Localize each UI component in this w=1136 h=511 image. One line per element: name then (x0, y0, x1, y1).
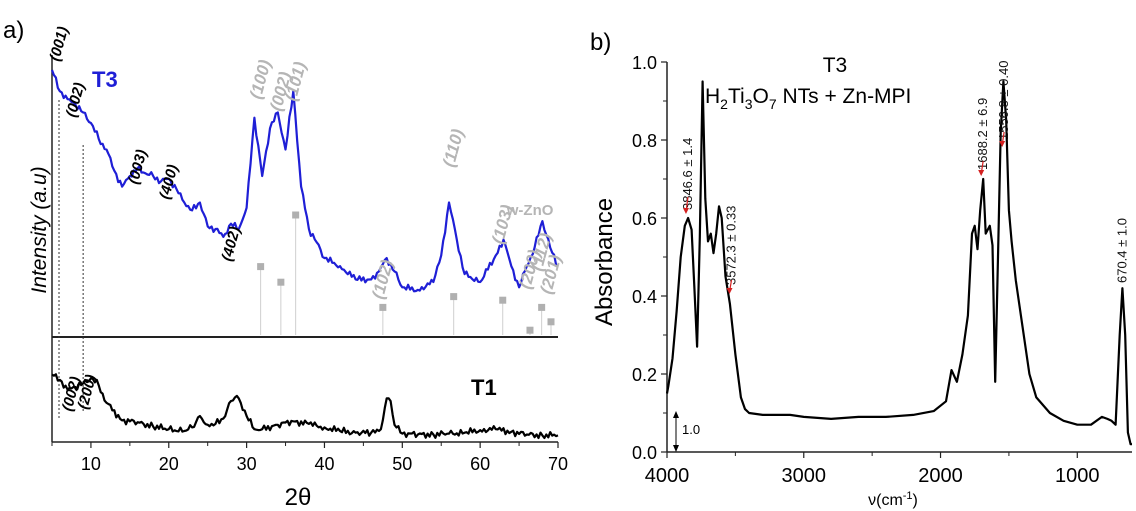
panel-a-x-tick-label: 30 (237, 454, 257, 474)
peak-arrow-head (682, 208, 689, 214)
panel-b-ticks: 0.0 0.2 0.4 0.6 0.8 1.0 4000 3000 2000 1000 (632, 53, 1100, 487)
t1-xrd-curve (51, 373, 559, 440)
zno-reference-marker (277, 278, 285, 286)
panel-b-subtitle: H2Ti3O7 NTs + Zn-MPI (705, 85, 911, 112)
panel-a-annotation: (400) (156, 163, 181, 201)
subtitle-rest: NTs + Zn-MPI (777, 85, 912, 108)
panel-b-y-tick-label: 0.2 (632, 365, 657, 385)
panel-a-annotation: (003) (125, 148, 150, 186)
panel-b-title: T3 (823, 54, 848, 77)
zno-reference-marker (257, 263, 265, 271)
panel-a-label: a) (3, 17, 24, 44)
panel-a-annotation: w-ZnO (506, 202, 554, 219)
panel-a-x-tick-label: 10 (81, 454, 101, 474)
subtitle-sub-7: 7 (769, 96, 777, 112)
x-label-close: ) (913, 492, 918, 509)
panel-b-y-tick-label: 0.8 (632, 131, 657, 151)
scale-bar: 1.0 (673, 411, 700, 452)
panel-a-x-ticks: 10 20 30 40 50 60 70 (51, 442, 568, 474)
scale-bar-arrow-up (673, 411, 679, 418)
panel-b-x-label: ν(cm-1) (868, 490, 918, 509)
scale-bar-arrow-down (673, 445, 679, 452)
panel-a-annotation: (110) (439, 127, 467, 169)
subtitle-ti: Ti (728, 85, 745, 108)
panel-b-x-tick-label: 3000 (782, 465, 827, 487)
panel-a-y-label: Intensity (a.u) (28, 166, 51, 293)
subtitle-sub-2: 2 (720, 96, 728, 112)
zno-reference-marker (450, 293, 458, 301)
peak-annotation: 3572.3 ± 0.33 (723, 206, 738, 285)
panel-a-series (50, 69, 559, 440)
peak-arrow-head (999, 141, 1006, 147)
panel-b-x-tick-label: 2000 (918, 465, 963, 487)
panel-b-y-tick-label: 0.6 (632, 209, 657, 229)
panel-a-annotations: (001)(002)(003) (400)(402)(002)(200)(100)… (46, 25, 565, 413)
panel-b-x-tick-label: 1000 (1055, 465, 1100, 487)
panel-a-reference-lines (58, 100, 84, 420)
panel-b-annotations: 3846.6 ± 1.4 3572.3 ± 0.33 1688.2 ± 6.9 155… (680, 61, 1129, 294)
t3-series-label: T3 (92, 67, 118, 92)
zno-reference-marker (379, 303, 387, 311)
panel-a-x-tick-label: 40 (314, 454, 334, 474)
panel-a-x-tick-label: 20 (159, 454, 179, 474)
subtitle-h: H (705, 85, 720, 108)
zno-reference-marker (526, 326, 534, 334)
panel-b-series (665, 80, 1132, 446)
peak-arrow-head (978, 170, 985, 176)
panel-a-annotation: (402) (218, 225, 243, 263)
t3-xrd-curve (50, 69, 559, 293)
peak-annotation: 670.4 ± 1.0 (1114, 218, 1129, 283)
peak-arrow-head (726, 288, 733, 294)
subtitle-sub-3: 3 (745, 96, 753, 112)
subtitle-o: O (752, 85, 768, 108)
panel-b-y-tick-label: 0.0 (632, 443, 657, 463)
zno-reference-marker (499, 296, 507, 304)
peak-annotation: 1688.2 ± 6.9 (975, 98, 990, 170)
panel-b-y-tick-label: 0.4 (632, 287, 657, 307)
panel-a-reference-peaks (257, 211, 555, 335)
panel-a-x-tick-label: 70 (548, 454, 568, 474)
x-label-main: ν(cm (868, 492, 903, 509)
panel-b: b) 0.0 0.2 0.4 0.6 0.8 1.0 4000 3000 2000 1000 38… (590, 29, 1132, 509)
panel-a-annotation: (101) (281, 59, 310, 103)
panel-b-x-tick-label: 4000 (645, 465, 690, 487)
zno-reference-marker (292, 211, 300, 219)
panel-a-x-tick-label: 60 (470, 454, 490, 474)
peak-annotation: 1556.8 ± 0.40 (996, 61, 1011, 140)
panel-a-x-label: 2θ (285, 484, 312, 511)
panel-a-annotation: (102) (368, 257, 397, 301)
panel-a: a) 10 20 30 40 50 60 70 (001)(002)(003) (400)(4… (3, 17, 568, 511)
panel-a-axes (51, 55, 558, 443)
panel-b-y-label: Absorbance (591, 198, 618, 326)
zno-reference-marker (547, 318, 555, 326)
panel-a-x-tick-label: 50 (392, 454, 412, 474)
panel-a-annotation: (001) (46, 25, 71, 63)
peak-annotation: 3846.6 ± 1.4 (680, 138, 695, 210)
scale-bar-label: 1.0 (682, 422, 700, 437)
t1-series-label: T1 (471, 375, 497, 400)
zno-reference-marker (538, 303, 546, 311)
t3-ir-spectrum (665, 80, 1132, 446)
panel-b-label: b) (590, 29, 611, 56)
x-label-sup: -1 (903, 490, 913, 502)
panel-b-y-tick-label: 1.0 (632, 53, 657, 73)
